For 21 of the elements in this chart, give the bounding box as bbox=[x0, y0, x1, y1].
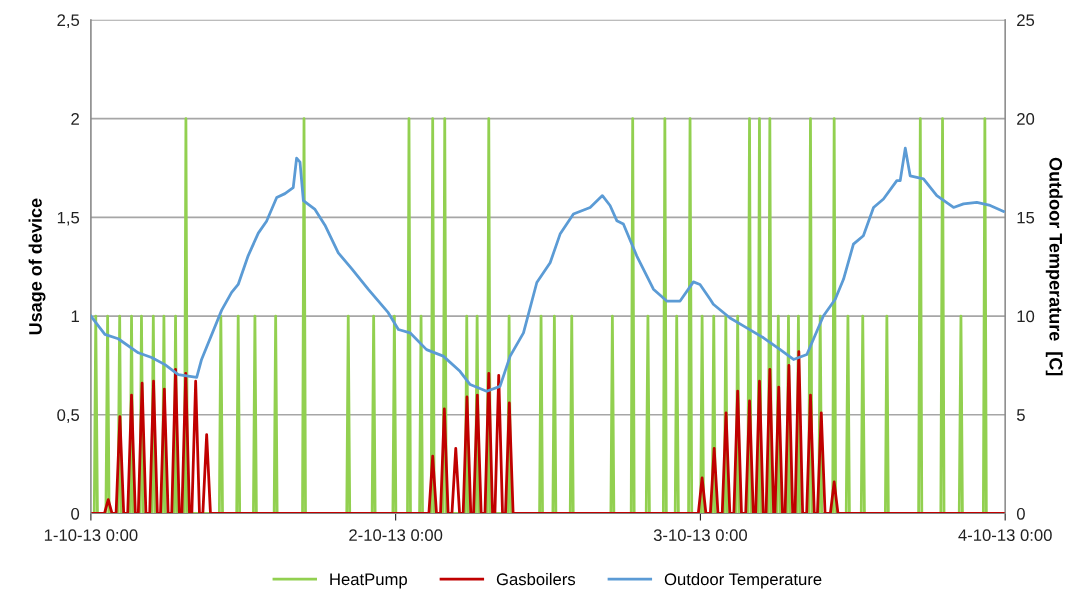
x-tick-label: 1-10-13 0:00 bbox=[44, 529, 138, 542]
y2-tick-label: 15 bbox=[1017, 211, 1035, 224]
y2-tick-label: 10 bbox=[1017, 310, 1035, 323]
x-tick-label: 2-10-13 0:00 bbox=[349, 529, 443, 542]
legend-label: Gasboilers bbox=[496, 572, 576, 586]
y-tick-label: 2,5 bbox=[57, 14, 80, 29]
x-tick-label: 3-10-13 0:00 bbox=[653, 529, 748, 542]
y2-tick-label: 0 bbox=[1016, 507, 1025, 520]
y-tick-label: 2 bbox=[71, 113, 79, 125]
legend-label: Outdoor Temperature bbox=[664, 572, 822, 589]
y2-tick-label: 20 bbox=[1017, 113, 1035, 125]
y2-tick-label: 25 bbox=[1017, 14, 1035, 27]
y-tick-label: 0 bbox=[71, 507, 80, 520]
y2-axis-title: Outdoor Temperature [C] bbox=[1045, 157, 1063, 376]
y2-tick-label: 5 bbox=[1016, 409, 1025, 421]
x-tick-label: 4-10-13 0:00 bbox=[958, 529, 1052, 542]
y-tick-label: 0,5 bbox=[57, 409, 80, 423]
legend-label: HeatPump bbox=[330, 573, 407, 589]
y-tick-label: 1,5 bbox=[57, 211, 80, 226]
y-tick-label: 1 bbox=[71, 310, 79, 323]
y-axis-title: Usage of device bbox=[28, 198, 46, 335]
